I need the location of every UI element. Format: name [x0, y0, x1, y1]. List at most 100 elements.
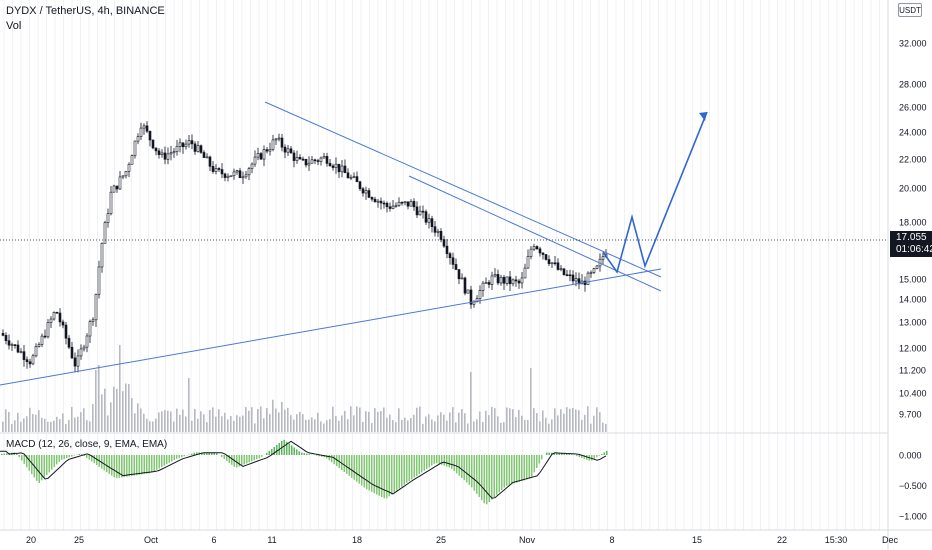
candle-body — [328, 163, 332, 167]
candle-body — [322, 156, 326, 159]
volume-bar — [38, 410, 40, 432]
macd-hist-bar — [463, 455, 465, 481]
candle-body — [229, 175, 233, 178]
price-tick-label: 14.000 — [899, 295, 927, 305]
volume-bar — [599, 412, 601, 432]
volume-bar — [233, 420, 235, 432]
macd-hist-bar — [576, 455, 578, 457]
candle-body — [193, 143, 197, 152]
candle-body — [376, 200, 380, 203]
symbol-title[interactable]: DYDX / TetherUS, 4h, BINANCE — [6, 5, 165, 17]
macd-hist-bar — [78, 453, 80, 455]
volume-bar — [473, 421, 475, 432]
volume-bar — [602, 422, 604, 432]
volume-bar — [20, 421, 22, 432]
candle-body — [601, 256, 605, 260]
candle-body — [46, 322, 50, 338]
volume-bar — [356, 406, 358, 432]
price-tick-label: 28.000 — [899, 80, 927, 90]
candle-body — [184, 143, 188, 148]
macd-hist-bar — [271, 448, 273, 455]
volume-label[interactable]: Vol — [6, 20, 22, 32]
volume-bar — [554, 408, 556, 432]
volume-bar — [542, 410, 544, 432]
volume-bar — [410, 418, 412, 432]
macd-hist-bar — [213, 452, 215, 455]
volume-bar — [224, 412, 226, 432]
macd-hist-bar — [571, 454, 573, 455]
candle-body — [568, 274, 572, 277]
volume-bar — [557, 415, 559, 432]
macd-hist-bar — [418, 455, 420, 475]
volume-bar — [323, 423, 325, 432]
volume-bar — [149, 421, 151, 432]
candle-body — [301, 158, 305, 161]
candle-body — [463, 277, 467, 294]
macd-hist-bar — [103, 455, 105, 471]
macd-hist-bar — [26, 455, 28, 468]
volume-bar — [197, 418, 199, 432]
macd-label[interactable]: MACD (12, 26, close, 9, EMA, EMA) — [6, 439, 168, 450]
volume-bar — [485, 410, 487, 432]
volume-bar — [86, 420, 88, 432]
candle-body — [58, 312, 62, 323]
macd-hist-bar — [3, 453, 5, 455]
volume-bar — [587, 406, 589, 432]
candle-body — [70, 346, 74, 359]
volume-bar — [545, 417, 547, 432]
volume-bar — [170, 411, 172, 432]
volume-bar — [287, 407, 289, 432]
volume-bar — [218, 409, 220, 432]
price-tick-label: 9.700 — [899, 410, 922, 420]
candle-body — [43, 335, 47, 338]
volume-bar — [134, 413, 136, 432]
macd-hist-bar — [391, 455, 393, 495]
macd-hist-bar — [86, 455, 88, 458]
volume-bar — [68, 419, 70, 432]
volume-bar — [365, 411, 367, 432]
price-tick-label: 26.000 — [899, 103, 927, 113]
candle-body — [454, 264, 458, 270]
volume-bar — [389, 414, 391, 432]
macd-hist-bar — [426, 455, 428, 469]
macd-pane — [0, 439, 608, 505]
candle-body — [79, 348, 83, 357]
volume-bar — [98, 365, 100, 432]
candle-body — [439, 230, 443, 240]
macd-hist-bar — [396, 455, 398, 491]
candle-body — [76, 355, 80, 367]
time-tick-label: 15:30 — [825, 535, 848, 545]
candle-body — [346, 172, 350, 179]
macd-hist-bar — [526, 455, 528, 480]
candle-body — [316, 160, 320, 162]
volume-bar — [533, 408, 535, 432]
volume-bar — [167, 410, 169, 432]
candle-body — [115, 185, 119, 190]
candle-body — [133, 140, 137, 156]
candle-body — [532, 246, 536, 250]
candle-body — [364, 190, 368, 194]
volume-bar — [83, 408, 85, 432]
volume-bar — [503, 422, 505, 432]
volume-bar — [470, 372, 472, 432]
macd-hist-bar — [243, 455, 245, 465]
macd-hist-bar — [328, 455, 330, 461]
candle-body — [52, 312, 56, 320]
macd-hist-bar — [416, 455, 418, 476]
macd-hist-bar — [358, 455, 360, 484]
macd-hist-bar — [363, 455, 365, 488]
macd-hist-bar — [481, 455, 483, 501]
volume-bar — [35, 414, 37, 432]
candle-body — [265, 149, 269, 152]
volume-bar — [326, 420, 328, 432]
currency-badge[interactable]: USDT — [898, 3, 922, 17]
volume-bar — [125, 383, 127, 432]
volume-bar — [242, 415, 244, 432]
volume-bar — [413, 414, 415, 432]
candle-body — [289, 148, 293, 154]
macd-hist-bar — [556, 453, 558, 455]
volume-bar — [194, 408, 196, 432]
volume-bar — [383, 407, 385, 432]
time-tick-label: 20 — [26, 535, 36, 545]
